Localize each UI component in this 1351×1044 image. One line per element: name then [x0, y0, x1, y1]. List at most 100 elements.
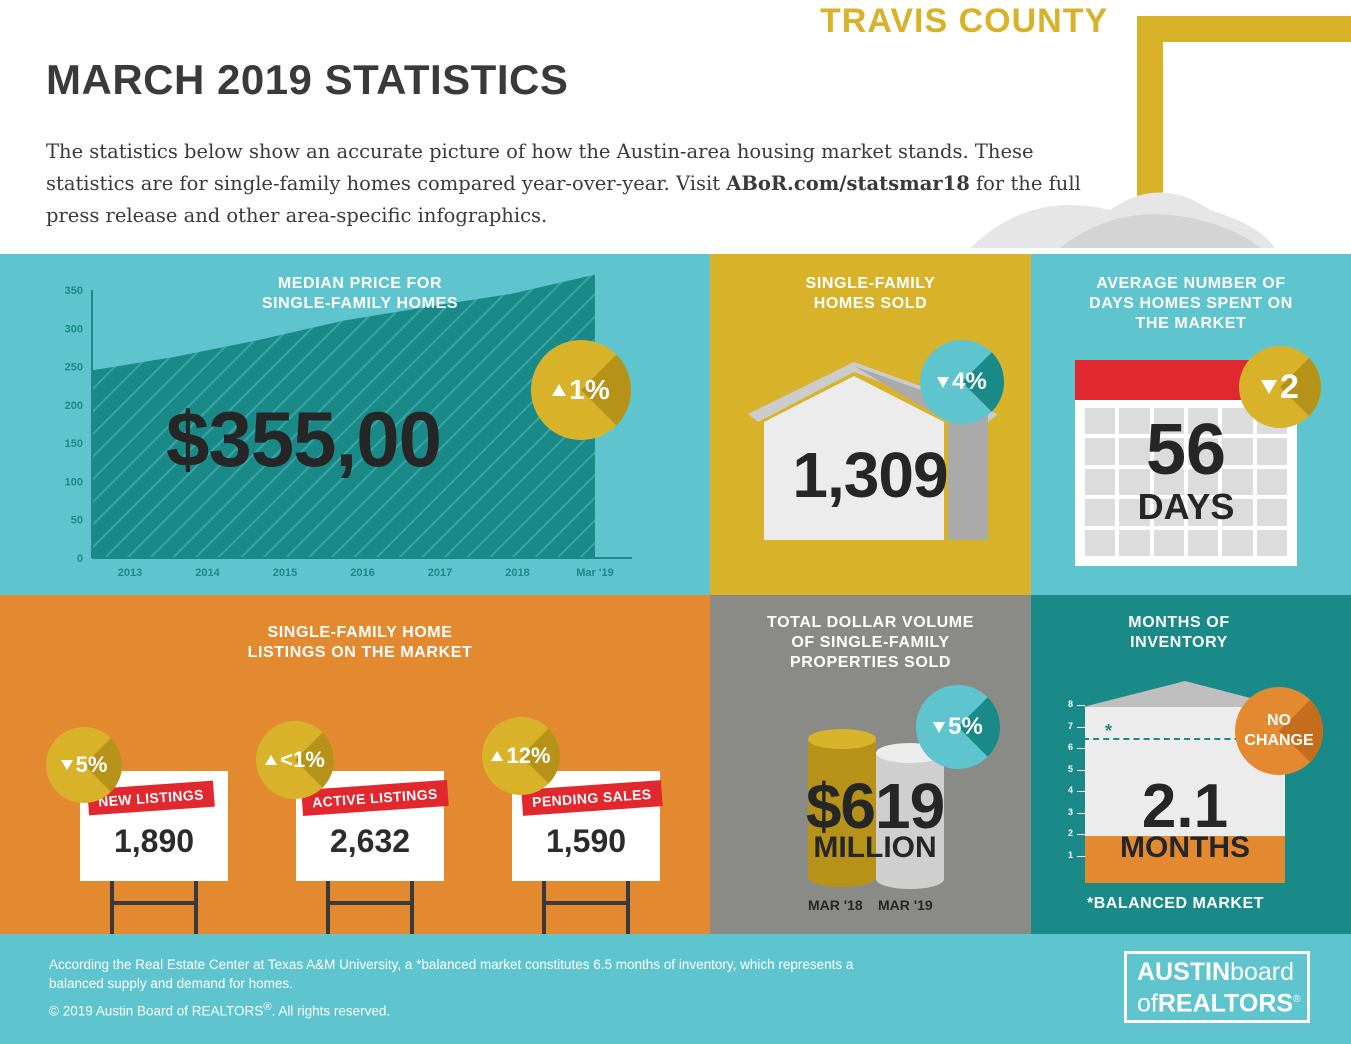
inventory-title: MONTHS OF INVENTORY [1128, 614, 1230, 651]
inventory-y-axis: 8 7 6 5 4 3 2 1 [1057, 699, 1085, 860]
y-tick-label: 200 [65, 400, 83, 412]
calendar-cell [1119, 529, 1150, 556]
inventory-change-badge: NO CHANGE [1235, 687, 1323, 775]
calendar-cell [1085, 468, 1116, 496]
active-listings-sign: ACTIVE LISTINGS 2,632 [296, 771, 449, 881]
new-listings-value: 1,890 [113, 823, 195, 859]
x-tick-label: 2013 [118, 567, 142, 579]
hills-illustration [970, 192, 1275, 248]
balanced-market-line [1083, 738, 1291, 740]
inventory-panel: MONTHS OF INVENTORY 8 7 6 5 4 3 2 1 * 2.1 MONTH… [1031, 595, 1351, 934]
y-tick-label: 350 [65, 285, 83, 297]
days-change-badge: 2 [1239, 346, 1321, 428]
calendar-cell [1085, 529, 1116, 556]
sign-post [326, 880, 330, 934]
y-tick-label: 250 [65, 362, 83, 374]
homes-sold-value: 1,309 [792, 439, 948, 511]
pending-sales-value: 1,590 [545, 823, 627, 859]
calendar-cell [1085, 408, 1116, 435]
calendar-cell [1153, 468, 1184, 496]
sign-post [542, 880, 546, 934]
median-price-title: MEDIAN PRICE FOR SINGLE-FAMILY HOMES [261, 275, 459, 312]
press-release-link[interactable]: ABoR.com/statsmar18 [726, 172, 970, 195]
calendar-cell [1119, 438, 1150, 465]
inventory-house [1085, 707, 1285, 883]
active-listings-change-badge: <1% [256, 721, 334, 799]
label-mar-18: MAR '18 [808, 897, 863, 913]
coin-stacks-icon [808, 729, 944, 889]
calendar-cell [1188, 499, 1219, 526]
inventory-tick-label: 2 [1067, 828, 1073, 838]
inventory-tick-mark [1077, 791, 1085, 792]
inventory-tick-label: 6 [1067, 742, 1073, 752]
dollar-volume-change-badge: 5% [916, 685, 1000, 769]
arrow-down-icon [933, 721, 946, 733]
x-tick-label: 2014 [195, 567, 220, 579]
inventory-tick-mark [1077, 705, 1085, 706]
y-tick-label: 0 [77, 553, 83, 565]
calendar-cell [1188, 468, 1219, 496]
arrow-down-icon [937, 376, 950, 388]
calendar-cell [1256, 468, 1287, 496]
county-name: TRAVIS COUNTY [820, 2, 1109, 40]
new-listings-change-badge: 5% [46, 727, 122, 803]
arrow-down-icon [60, 760, 73, 770]
arrow-down-icon [1261, 380, 1278, 394]
calendar-cell [1119, 408, 1150, 435]
pending-sales-sign: PENDING SALES 1,590 [512, 771, 663, 881]
abor-logo[interactable]: AUSTINboard ofREALTORS® [1124, 951, 1310, 1023]
sign-post [542, 901, 630, 905]
y-tick-label: 150 [65, 438, 83, 450]
x-tick-label: Mar '19 [576, 567, 613, 579]
label-mar-19: MAR '19 [878, 897, 933, 913]
calendar-cell [1188, 438, 1219, 465]
x-tick-label: 2016 [350, 567, 374, 579]
footer-note: According the Real Estate Center at Texa… [49, 957, 854, 991]
sign-post [110, 880, 114, 934]
inventory-tick-label: 5 [1067, 763, 1073, 774]
inventory-unit: MONTHS [1120, 831, 1250, 864]
calendar-cell [1222, 499, 1253, 526]
y-tick-label: 300 [65, 323, 83, 335]
x-tick-label: 2015 [273, 567, 297, 579]
calendar-cell [1085, 438, 1116, 465]
calendar-cell [1256, 529, 1287, 556]
sign-post [626, 880, 630, 934]
inventory-tick-mark [1077, 855, 1085, 857]
arrow-up-icon [265, 755, 278, 765]
calendar-cell [1119, 499, 1150, 526]
calendar-cell [1222, 468, 1253, 496]
inventory-tick-label: 3 [1067, 806, 1073, 817]
arrow-up-icon [491, 751, 504, 761]
calendar-cell [1256, 438, 1287, 465]
sign-post [410, 880, 414, 934]
days-value: 56 [1145, 410, 1227, 490]
calendar-cell [1153, 529, 1184, 556]
calendar-cell [1085, 499, 1116, 526]
inventory-value: 2.1 [1141, 772, 1229, 841]
inventory-tick-label: 4 [1067, 785, 1073, 795]
median-price-area [92, 274, 595, 558]
days-on-market-title: AVERAGE NUMBER OF DAYS HOMES SPENT ON TH… [1089, 275, 1293, 332]
house-roof-icon [1083, 681, 1285, 707]
dollar-volume-unit: MILLION [813, 831, 937, 864]
y-tick-label: 100 [65, 476, 83, 488]
y-tick-label: 50 [71, 515, 83, 527]
dollar-volume-panel: TOTAL DOLLAR VOLUME OF SINGLE-FAMILY PRO… [710, 595, 1031, 934]
page-title: MARCH 2019 STATISTICS [46, 56, 569, 103]
listings-title: SINGLE-FAMILY HOME LISTINGS ON THE MARKE… [247, 624, 473, 661]
inventory-tick-mark [1077, 748, 1085, 749]
inventory-tick-mark [1077, 812, 1085, 814]
median-price-chart: 350 300 250 200 150 100 50 0 2013 2014 2015 2016 20… [65, 274, 632, 579]
calendar-cell [1256, 499, 1287, 526]
inventory-tick-label: 7 [1067, 720, 1073, 731]
calendar-cell [1153, 499, 1184, 526]
calendar-cell [1153, 438, 1184, 465]
x-tick-label: 2017 [428, 567, 452, 579]
new-listings-sign: NEW LISTINGS 1,890 [80, 771, 228, 881]
balanced-marker: * [1105, 721, 1113, 741]
calendar-cell [1119, 468, 1150, 496]
listings-panel: SINGLE-FAMILY HOME LISTINGS ON THE MARKE… [0, 595, 710, 934]
sign-post [326, 901, 414, 905]
balanced-market-footnote: *BALANCED MARKET [1087, 895, 1264, 912]
